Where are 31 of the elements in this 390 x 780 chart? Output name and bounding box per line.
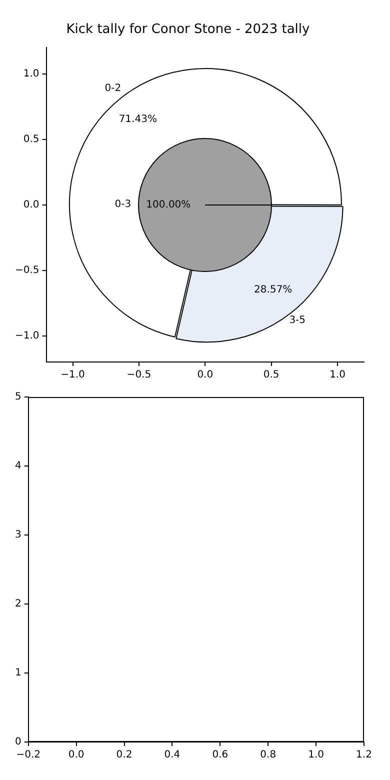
y-tick-label: 2	[14, 598, 22, 610]
x-tick-label: 0.5	[263, 370, 280, 381]
x-tick-label: −0.5	[126, 370, 152, 381]
x-tick-label: −0.2	[16, 750, 41, 761]
x-tick-label: 0.6	[212, 750, 228, 761]
y-tick-label: 3	[14, 530, 22, 541]
x-tick-label: 1.0	[308, 750, 324, 761]
x-tick-label: −1.0	[60, 370, 85, 381]
y-tick-label: 0	[14, 736, 22, 748]
y-tick-label: −1.0	[14, 330, 40, 342]
slice-label: 0-2	[104, 82, 122, 96]
y-tick-label: 0.0	[23, 199, 40, 210]
data-label: 28.57%	[254, 284, 292, 296]
x-tick-label: 0.8	[260, 750, 276, 761]
x-tick-label: 1.0	[330, 370, 346, 381]
y-tick-label: 5	[14, 392, 22, 403]
y-tick-label: 1.0	[23, 68, 40, 80]
x-tick-label: 0.2	[116, 750, 132, 761]
y-tick-label: 1	[14, 668, 22, 679]
slice-label: 0-3	[114, 198, 132, 212]
y-tick-label: 0.5	[23, 134, 40, 145]
x-tick-label: 0.4	[164, 750, 180, 761]
x-tick-label: 1.2	[356, 750, 372, 761]
chart-title: Kick tally for Conor Stone - 2023 tally	[66, 22, 310, 38]
x-tick-label: 0.0	[197, 370, 214, 381]
y-tick-label: 4	[14, 460, 22, 472]
data-label: 71.43%	[118, 114, 157, 126]
x-tick-label: 0.0	[68, 750, 84, 761]
data-label: 100.00%	[146, 199, 191, 210]
slice-label: 3-5	[288, 314, 307, 328]
y-tick-label: −0.5	[14, 264, 40, 276]
